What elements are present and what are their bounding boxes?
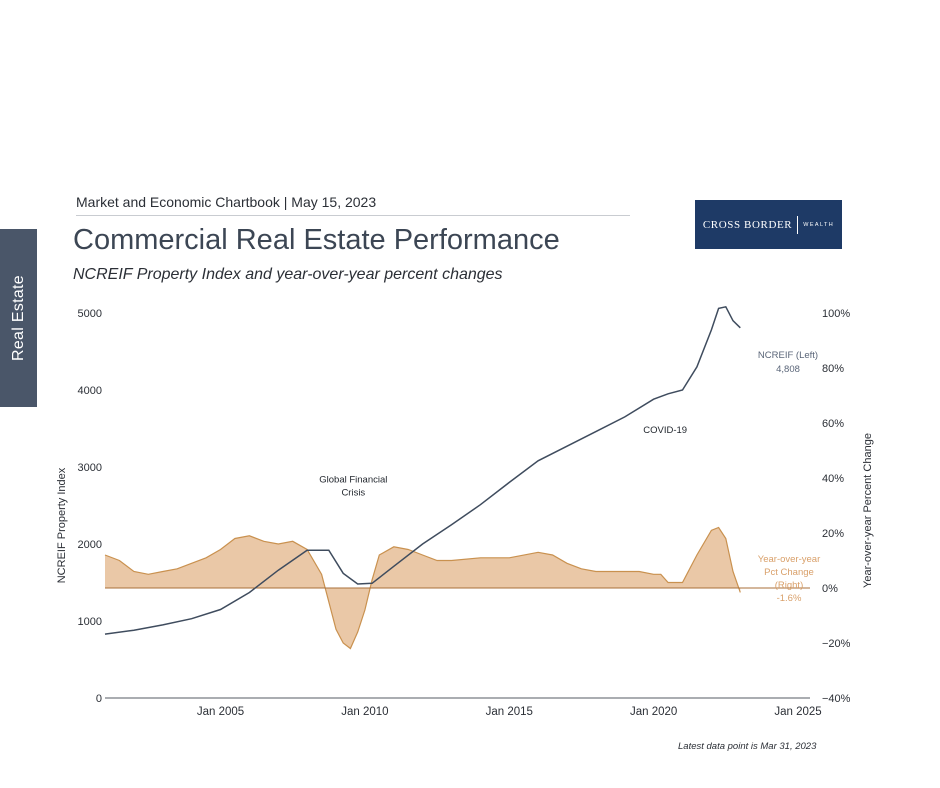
x-tick-label: Jan 2025 [774,706,821,718]
x-tick-label: Jan 2015 [486,706,533,718]
y-axis-title: NCREIF Property Index [56,467,68,583]
event-annotation: Crisis [341,487,365,498]
y-tick-label: 2000 [78,539,102,551]
pct-series-label: (Right) [775,580,804,591]
logo-sub-text: WEALTH [803,221,835,228]
latest-data-footnote: Latest data point is Mar 31, 2023 [678,741,817,752]
y-tick-label: 3000 [78,462,102,474]
y2-tick-label: 20% [822,528,844,540]
pct-series-label: -1.6% [777,593,802,604]
y2-tick-label: −20% [822,638,851,650]
y2-tick-label: −40% [822,693,851,705]
y2-tick-label: 100% [822,308,850,320]
y2-tick-label: 60% [822,418,844,430]
pct-series-label: Pct Change [764,567,814,578]
header-divider [76,215,630,216]
event-annotation: Global Financial [319,474,387,485]
logo-main-text: CROSS BORDER [702,218,793,231]
x-tick-label: Jan 2020 [630,706,677,718]
cross-border-wealth-logo: CROSS BORDER WEALTH [695,200,842,249]
page-subtitle: NCREIF Property Index and year-over-year… [73,266,503,283]
pct-series-label: Year-over-year [758,554,820,565]
y2-tick-label: 40% [822,473,844,485]
page-title: Commercial Real Estate Performance [73,224,560,256]
ncreif-series-label: 4,808 [776,364,800,375]
logo-divider [797,215,799,234]
x-tick-label: Jan 2010 [341,706,388,718]
ncreif-index-line [104,305,741,635]
side-tab[interactable]: Real Estate [0,229,37,407]
pct-change-line [104,526,741,650]
event-annotation: COVID-19 [643,425,687,436]
ncreif-series-label: NCREIF (Left) [758,350,818,361]
y-tick-label: 4000 [78,385,102,397]
y-tick-label: 5000 [78,308,102,320]
y2-tick-label: 0% [822,583,838,595]
y2-axis-title: Year-over-year Percent Change [862,433,874,588]
y-tick-label: 1000 [78,616,102,628]
x-tick-label: Jan 2005 [197,706,244,718]
y-tick-label: 0 [96,693,102,705]
chartbook-header: Market and Economic Chartbook | May 15, … [76,194,377,210]
y2-tick-label: 80% [822,363,844,375]
